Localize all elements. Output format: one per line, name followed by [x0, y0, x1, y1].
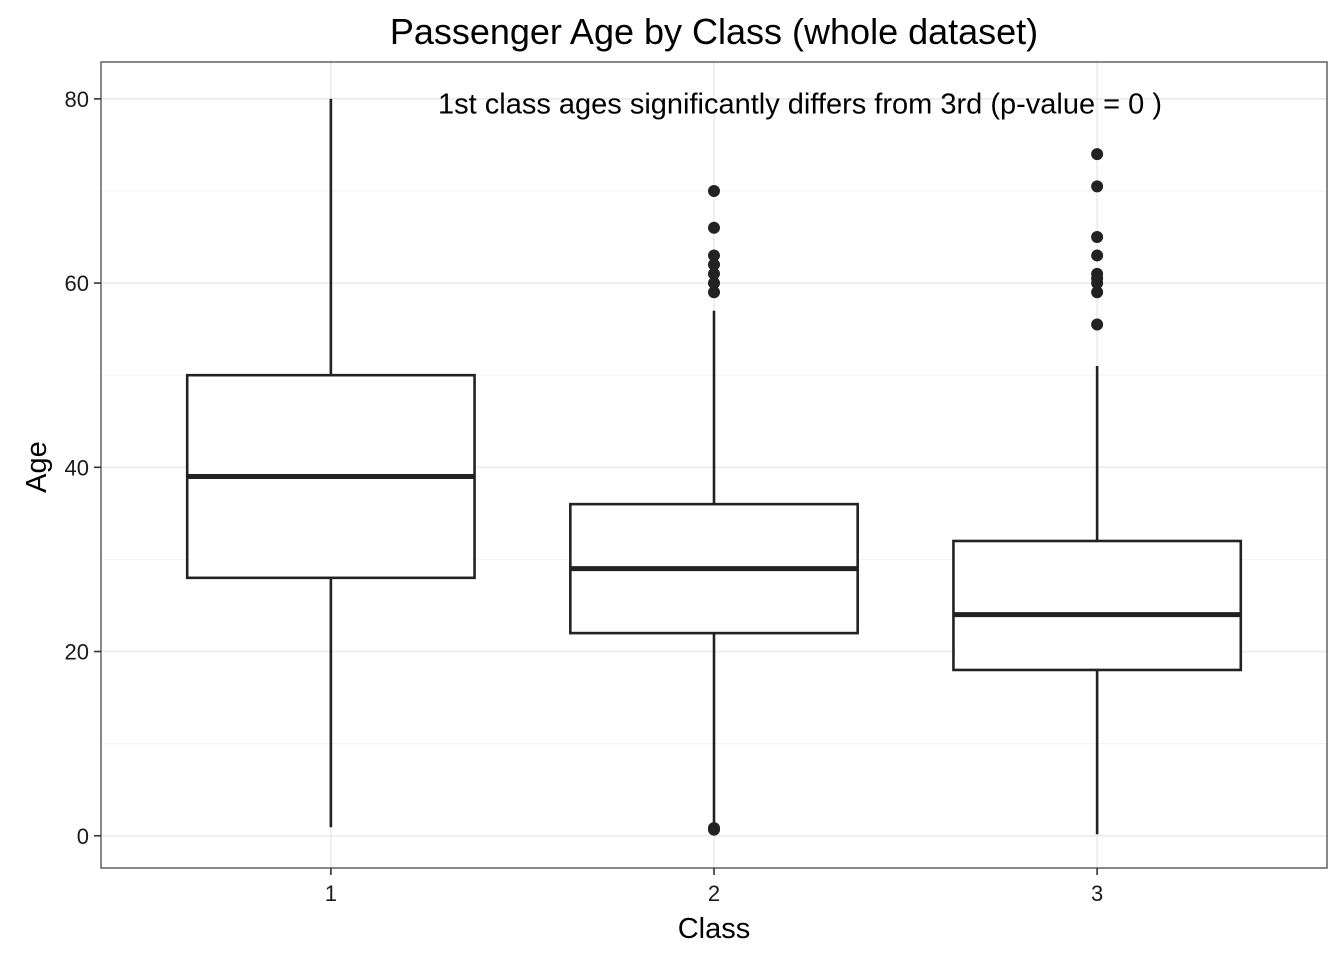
y-tick-label: 20 — [65, 640, 89, 665]
iqr-box — [952, 539, 1243, 672]
x-axis-title: Class — [678, 913, 751, 945]
y-tick-label: 40 — [65, 455, 89, 480]
outlier-point — [1091, 267, 1104, 280]
outlier-point — [1091, 180, 1104, 193]
significance-annotation: 1st class ages significantly differs fro… — [438, 89, 1162, 121]
x-tick-label: 2 — [708, 881, 720, 906]
outlier-point — [708, 286, 720, 299]
outlier-point — [1091, 249, 1104, 262]
axis-layer: 0 20 40 60 80 1 2 3 — [65, 87, 1104, 906]
y-axis-title: Age — [21, 441, 53, 493]
box-class-3 — [952, 148, 1243, 835]
box-layer — [185, 98, 1243, 836]
x-tick-label: 1 — [325, 881, 337, 906]
x-tick-label: 3 — [1091, 881, 1103, 906]
outlier-point — [1091, 231, 1104, 244]
outlier-point — [1091, 148, 1104, 161]
outlier-point — [708, 184, 720, 197]
y-tick-label: 80 — [65, 87, 89, 112]
chart-title: Passenger Age by Class (whole dataset) — [390, 11, 1038, 52]
outlier-point — [708, 221, 720, 234]
outlier-point — [708, 277, 720, 290]
y-tick-label: 60 — [65, 271, 89, 296]
outlier-point — [708, 249, 720, 262]
outlier-point — [708, 258, 720, 271]
outlier-point — [708, 267, 720, 280]
box-class-2 — [569, 184, 859, 836]
y-tick-label: 0 — [77, 824, 89, 849]
outlier-point — [708, 823, 720, 836]
outlier-point — [1091, 318, 1104, 331]
box-class-1 — [185, 98, 476, 828]
outlier-point — [1091, 286, 1104, 299]
